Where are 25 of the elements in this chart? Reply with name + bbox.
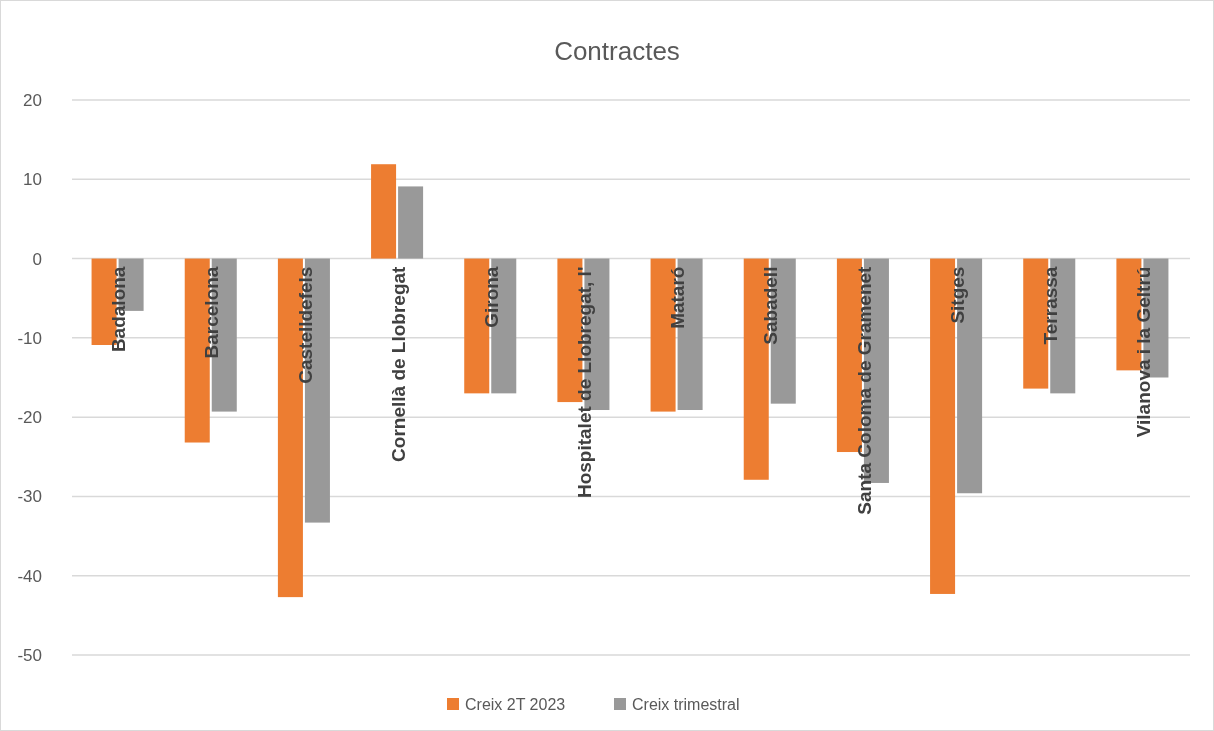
x-tick-label: Badalona (108, 266, 130, 353)
x-tick-label: Hospitalet de Llobregat, l' (574, 266, 596, 499)
chart-title: Contractes (554, 36, 680, 66)
x-tick-label: Sitges (946, 266, 968, 324)
x-tick-label: Barcelona (201, 266, 223, 359)
y-tick-label: -20 (17, 408, 42, 428)
y-tick-label: -50 (17, 645, 42, 665)
x-tick-label: Vilanova i la Geltrú (1133, 266, 1155, 438)
y-tick-label: -30 (17, 487, 42, 507)
y-tick-label: 10 (23, 170, 42, 190)
x-tick-label: Girona (480, 266, 502, 328)
legend-label: Creix 2T 2023 (465, 695, 566, 713)
x-tick-label: Mataró (667, 266, 689, 329)
x-tick-label: Terrassa (1039, 266, 1061, 345)
x-tick-label: Castelldefels (294, 266, 316, 384)
bar (371, 164, 397, 259)
bar (398, 186, 424, 259)
x-tick-label: Santa Coloma de Gramenet (853, 265, 875, 515)
x-tick-label: Cornellà de Llobregat (387, 265, 409, 462)
y-tick-label: -40 (17, 566, 42, 586)
legend-label: Creix trimestral (632, 695, 740, 713)
x-tick-label: Sabadell (760, 266, 782, 345)
y-tick-label: -10 (17, 328, 42, 348)
y-tick-label: 20 (23, 90, 42, 110)
y-tick-label: 0 (32, 249, 42, 269)
